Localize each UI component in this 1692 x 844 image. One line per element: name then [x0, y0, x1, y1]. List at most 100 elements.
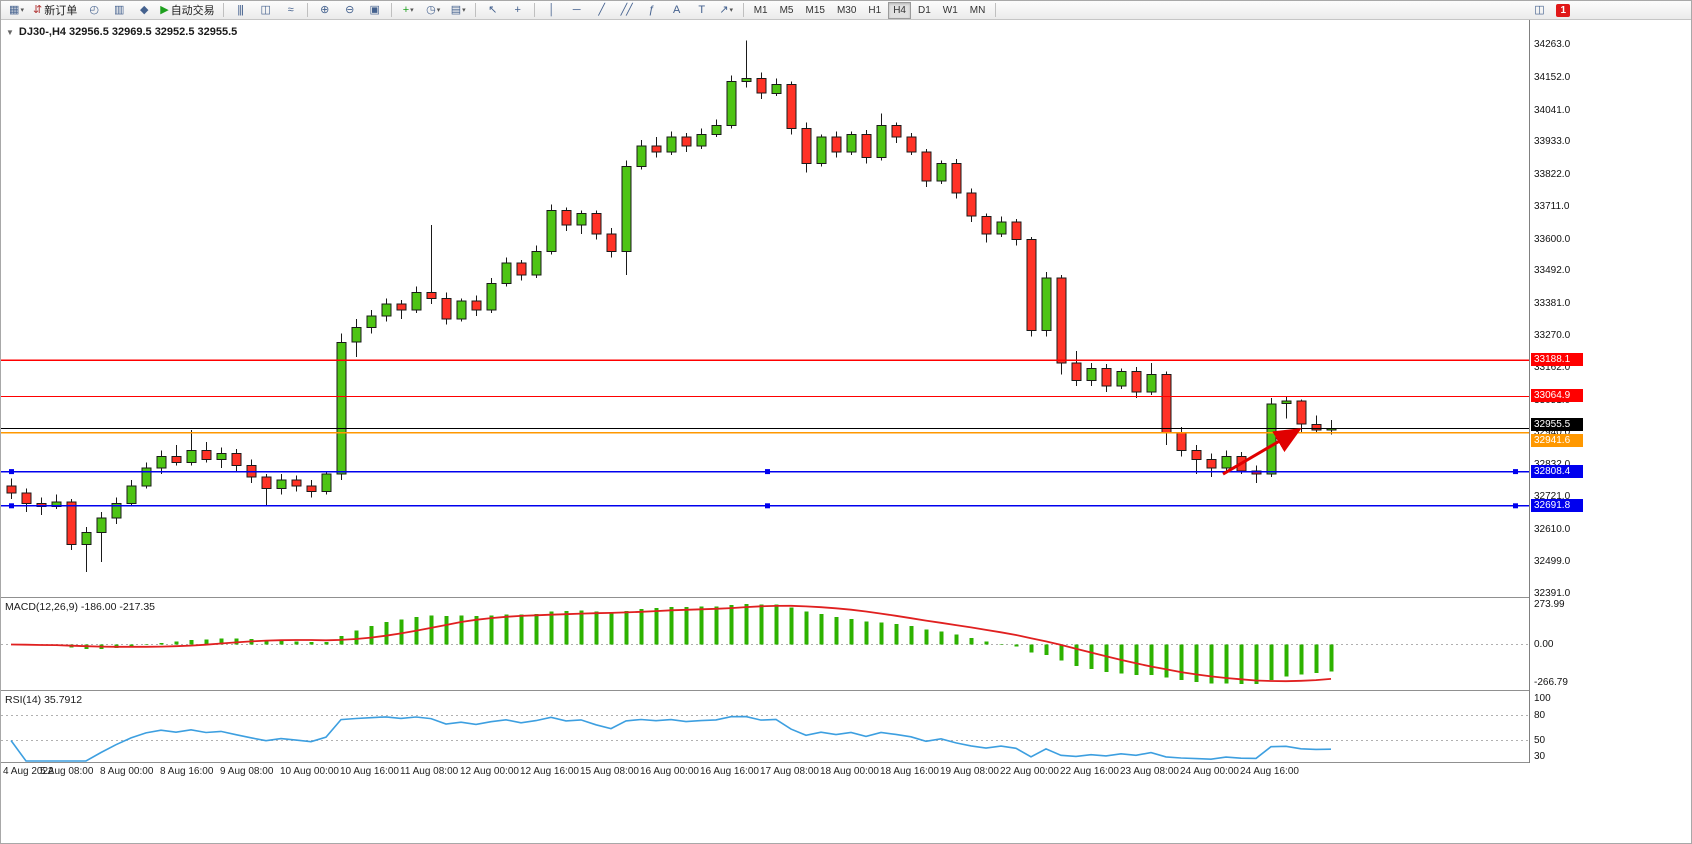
timeframe-m5-button[interactable]: M5: [779, 4, 794, 16]
price-tick: 33711.0: [1534, 201, 1570, 212]
trendline-icon: ╱: [598, 4, 605, 16]
bar-chart-button[interactable]: |||: [229, 1, 252, 19]
timeframe-h4-button[interactable]: H4: [888, 1, 911, 19]
data-window-button[interactable]: ▥: [107, 1, 130, 19]
time-label: 16 Aug 00:00: [640, 766, 699, 777]
line-handle[interactable]: [765, 503, 770, 509]
toolbar-separator: [995, 3, 997, 17]
indicators-button[interactable]: + ▾: [397, 1, 420, 19]
timeframe-mn-button[interactable]: MN: [969, 4, 986, 16]
text-button[interactable]: A: [665, 1, 688, 19]
line-chart-button[interactable]: ≈: [279, 1, 302, 19]
chevron-down-icon[interactable]: ▾: [410, 7, 414, 14]
new-chart-button[interactable]: ▦ ▾: [5, 1, 28, 19]
rsi-panel[interactable]: RSI(14) 35.7912: [1, 691, 1529, 763]
templates-button[interactable]: ▤ ▾: [447, 1, 470, 19]
time-label: 23 Aug 08:00: [1120, 766, 1179, 777]
time-label: 11 Aug 08:00: [400, 766, 459, 777]
arrows-button[interactable]: ↗ ▾: [715, 1, 738, 19]
price-tick: 32391.0: [1534, 588, 1571, 599]
periods-icon: ◷: [426, 4, 436, 16]
timeframe-h1-button[interactable]: H1: [868, 4, 882, 16]
timeframe-d1-button[interactable]: D1: [918, 4, 931, 16]
toolbar-separator: [742, 3, 744, 17]
horizontal-line-icon: ─: [572, 4, 581, 16]
one-click-trading-toggle-icon[interactable]: ▼: [6, 27, 14, 37]
navigator-button[interactable]: ◆: [132, 1, 155, 19]
price-tick: 32721.0: [1534, 491, 1571, 502]
chevron-down-icon[interactable]: ▾: [20, 7, 24, 14]
label-icon: T: [698, 4, 705, 16]
data-window-icon: ▥: [114, 4, 124, 16]
time-label: 24 Aug 00:00: [1180, 766, 1239, 777]
macd-axis-label: -266.79: [1534, 677, 1568, 688]
time-label: 22 Aug 00:00: [1000, 766, 1059, 777]
line-handle[interactable]: [1513, 469, 1518, 475]
toolbar-separator: [390, 3, 392, 17]
macd-histogram: [24, 604, 1334, 684]
line-handle[interactable]: [765, 469, 770, 475]
main-chart[interactable]: [1, 20, 1529, 598]
autotrade-icon: ▶: [160, 4, 169, 16]
time-label: 8 Aug 00:00: [100, 766, 154, 777]
arrow-annotation[interactable]: [1222, 428, 1302, 476]
toolbar-right: ◫ 1: [1526, 1, 1570, 19]
time-label: 15 Aug 08:00: [580, 766, 639, 777]
time-label: 12 Aug 00:00: [460, 766, 519, 777]
timeframe-m15-button[interactable]: M15: [805, 4, 825, 16]
price-axis[interactable]: 34263.0 34152.0 34041.0 33933.0 33822.0 33711…: [1529, 20, 1691, 763]
rsi-axis-label: 30: [1534, 751, 1546, 762]
periods-button[interactable]: ◷ ▾: [422, 1, 445, 19]
crosshair-button[interactable]: +: [506, 1, 529, 19]
zoom-in-button[interactable]: ⊕: [313, 1, 336, 19]
time-label: 18 Aug 00:00: [820, 766, 879, 777]
bar-chart-icon: |||: [237, 4, 244, 16]
candles: [6, 40, 1337, 573]
chevron-down-icon[interactable]: ▾: [436, 7, 441, 14]
toolbar-separator: [533, 3, 535, 17]
price-tick: 34041.0: [1534, 105, 1571, 116]
label-button[interactable]: T: [690, 1, 713, 19]
chart-list-icon: ◫: [1534, 4, 1544, 16]
market-watch-icon: ◴: [89, 4, 99, 16]
vertical-line-button[interactable]: │: [540, 1, 563, 19]
new-order-label: 新订单: [44, 5, 78, 17]
macd-panel[interactable]: MACD(12,26,9) -186.00 -217.35: [1, 598, 1529, 691]
tile-windows-button[interactable]: ▣: [363, 1, 386, 19]
cursor-button[interactable]: ↖: [481, 1, 504, 19]
line-handle[interactable]: [1513, 503, 1518, 509]
rsi-axis-label: 100: [1534, 693, 1551, 704]
chart-title: ▼ DJ30-,H4 32956.5 32969.5 32952.5 32955…: [6, 26, 237, 38]
price-tick: 33162.0: [1534, 362, 1571, 373]
line-handle[interactable]: [9, 503, 14, 509]
rsi-line: [10, 715, 1332, 762]
price-tick: 32610.0: [1534, 524, 1571, 535]
timeframe-m30-button[interactable]: M30: [836, 4, 857, 16]
trendline-button[interactable]: ╱: [590, 1, 613, 19]
alert-badge[interactable]: 1: [1556, 3, 1570, 17]
channel-icon: ╱╱: [620, 4, 633, 16]
chevron-down-icon[interactable]: ▾: [729, 7, 734, 14]
new-order-button[interactable]: ⇵ 新订单: [30, 1, 80, 19]
channel-button[interactable]: ╱╱: [615, 1, 638, 19]
crosshair-icon: +: [514, 4, 521, 16]
chart-list-button[interactable]: ◫: [1527, 1, 1550, 19]
candlestick-chart-button[interactable]: ◫: [254, 1, 277, 19]
market-watch-button[interactable]: ◴: [82, 1, 105, 19]
zoom-out-icon: ⊖: [345, 4, 354, 16]
horizontal-line-button[interactable]: ─: [565, 1, 588, 19]
timeframe-w1-button[interactable]: W1: [942, 4, 958, 16]
timeframe-m1-button[interactable]: M1: [753, 4, 768, 16]
line-handle[interactable]: [9, 469, 14, 475]
fibonacci-button[interactable]: ƒ: [640, 1, 663, 19]
autotrade-button[interactable]: ▶ 自动交易: [157, 1, 217, 19]
rsi-axis-label: 80: [1534, 710, 1546, 721]
price-tag: 33064.9: [1531, 389, 1583, 402]
templates-icon: ▤: [450, 4, 461, 16]
time-label: 17 Aug 08:00: [760, 766, 819, 777]
time-axis[interactable]: 4 Aug 2022 5 Aug 08:00 8 Aug 00:00 8 Aug 16…: [1, 763, 1529, 781]
chevron-down-icon[interactable]: ▾: [462, 7, 466, 14]
zoom-out-button[interactable]: ⊖: [338, 1, 361, 19]
new-chart-icon: ▦: [9, 4, 19, 16]
